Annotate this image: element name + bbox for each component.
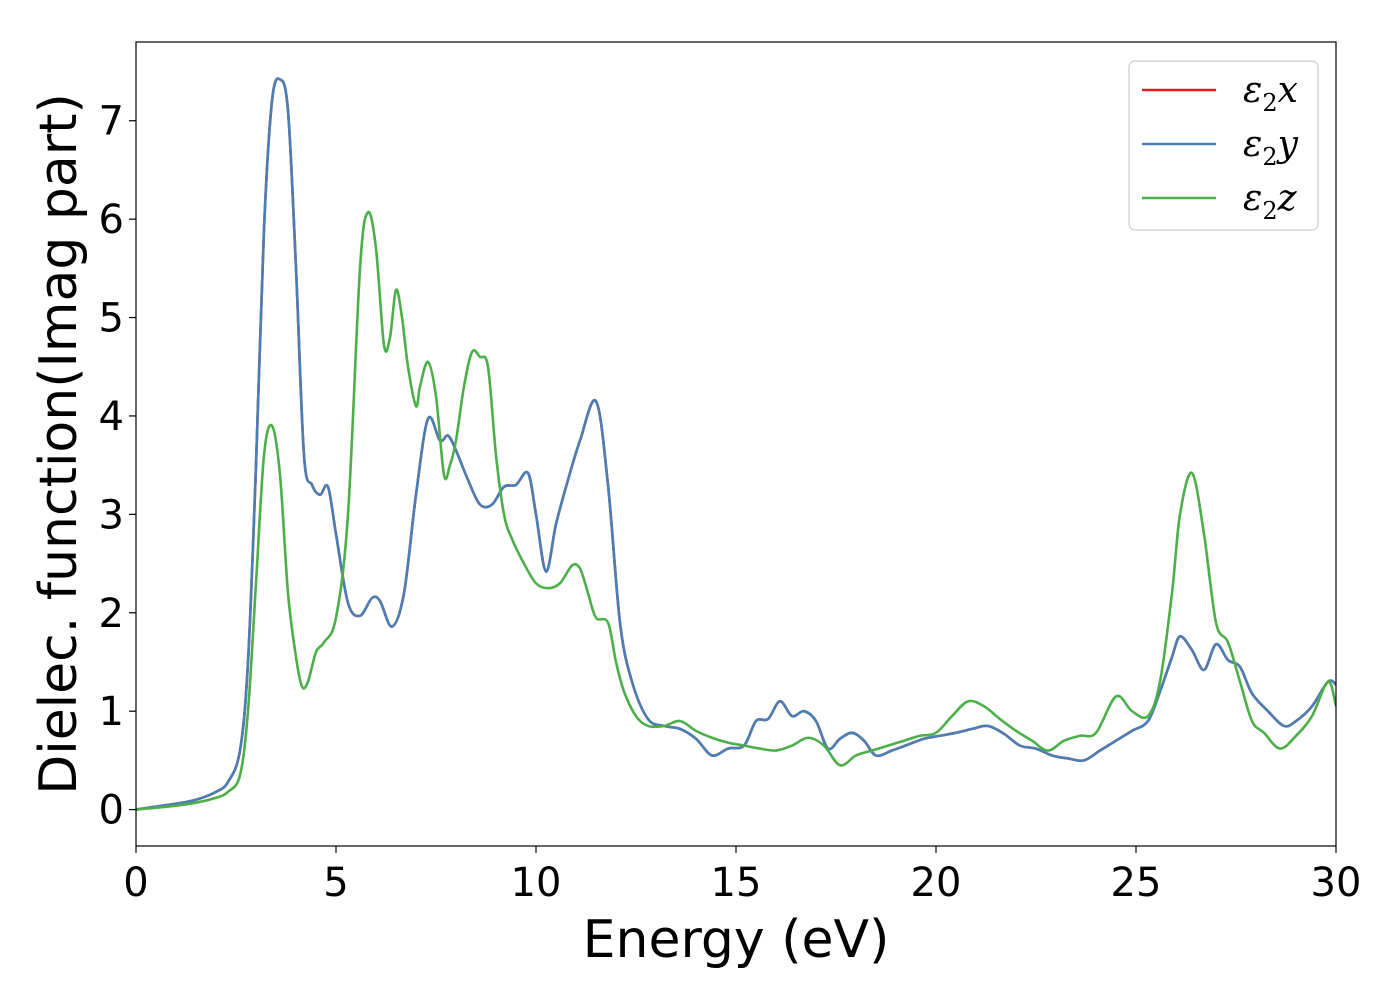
y-tick-label: 4 [99, 394, 124, 440]
x-tick-label: 10 [511, 860, 562, 906]
y-tick-label: 5 [99, 296, 124, 342]
series-line-z [136, 210, 1336, 811]
y-tick-label: 0 [99, 788, 124, 834]
x-axis-label: Energy (eV) [583, 910, 890, 970]
series-line-y [136, 77, 1336, 811]
x-tick-label: 25 [1111, 860, 1162, 906]
y-axis: 0 1 2 3 4 5 6 7 [99, 99, 136, 834]
x-axis: 0 5 10 15 20 25 30 [123, 846, 1361, 906]
legend-label-x: ε2x [1243, 70, 1298, 117]
x-tick-label: 30 [1311, 860, 1362, 906]
x-tick-label: 5 [323, 860, 348, 906]
y-axis-label: Dielec. function(Imag part) [29, 93, 89, 795]
legend-label-y: ε2y [1243, 124, 1299, 171]
legend-box [1128, 60, 1319, 231]
y-tick-label: 3 [99, 492, 124, 538]
x-tick-label: 15 [711, 860, 762, 906]
series-layer [136, 77, 1336, 811]
y-tick-label: 2 [99, 591, 124, 637]
legend-label-z: ε2z [1243, 178, 1298, 225]
y-tick-label: 1 [99, 689, 124, 735]
x-tick-label: 0 [123, 860, 148, 906]
y-tick-label: 6 [99, 197, 124, 243]
x-tick-label: 20 [911, 860, 962, 906]
legend: ε2x ε2y ε2z [1128, 60, 1319, 231]
y-tick-label: 7 [99, 99, 124, 145]
